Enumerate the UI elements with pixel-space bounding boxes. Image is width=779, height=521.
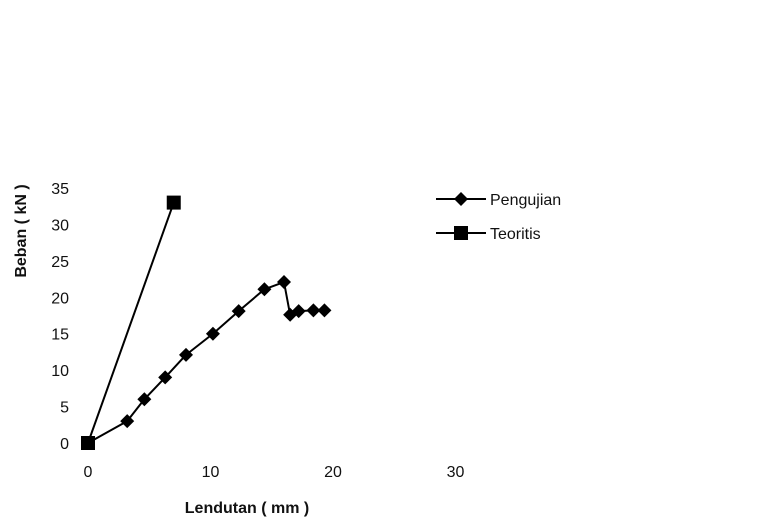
data-point-pengujian — [179, 347, 193, 362]
data-point-pengujian — [137, 392, 152, 407]
data-point-pengujian — [120, 414, 135, 429]
series-pengujian — [81, 275, 332, 450]
legend: Pengujian Teoritis — [436, 192, 561, 243]
x-tick-label: 30 — [447, 464, 465, 481]
legend-item-teoritis: Teoritis — [436, 226, 541, 243]
y-tick-label: 5 — [60, 400, 69, 417]
x-axis-label: Lendutan ( mm ) — [185, 500, 309, 517]
legend-label-pengujian: Pengujian — [490, 192, 561, 209]
series-line-teoritis — [87, 202, 175, 444]
data-point-teoritis — [166, 195, 181, 210]
data-point-pengujian — [277, 275, 291, 290]
y-tick-label: 35 — [51, 181, 69, 198]
data-point-pengujian — [306, 303, 321, 318]
legend-item-pengujian: Pengujian — [436, 192, 561, 209]
data-point-pengujian — [317, 303, 332, 318]
y-tick-label: 30 — [51, 217, 69, 234]
y-tick-labels: 0 5 10 15 20 25 30 35 — [51, 181, 69, 453]
x-tick-label: 20 — [324, 464, 342, 481]
x-tick-label: 10 — [202, 464, 220, 481]
y-axis-label: Beban ( kN ) — [13, 184, 30, 277]
data-point-pengujian — [158, 370, 173, 385]
series-teoritis — [81, 195, 181, 450]
x-tick-labels: 0 10 20 30 — [84, 464, 465, 481]
data-point-pengujian — [257, 282, 272, 297]
legend-label-teoritis: Teoritis — [490, 226, 541, 243]
plot-area — [81, 195, 332, 450]
data-point-pengujian — [231, 304, 246, 319]
y-tick-label: 10 — [51, 363, 69, 380]
y-tick-label: 0 — [60, 436, 69, 453]
y-tick-label: 20 — [51, 290, 69, 307]
x-tick-label: 0 — [84, 464, 93, 481]
data-point-pengujian — [291, 304, 306, 319]
y-tick-label: 25 — [51, 254, 69, 271]
data-point-teoritis — [81, 436, 95, 450]
legend-marker-teoritis — [454, 226, 468, 240]
y-tick-label: 15 — [51, 327, 69, 344]
data-point-pengujian — [205, 326, 220, 341]
legend-marker-pengujian — [454, 192, 468, 206]
